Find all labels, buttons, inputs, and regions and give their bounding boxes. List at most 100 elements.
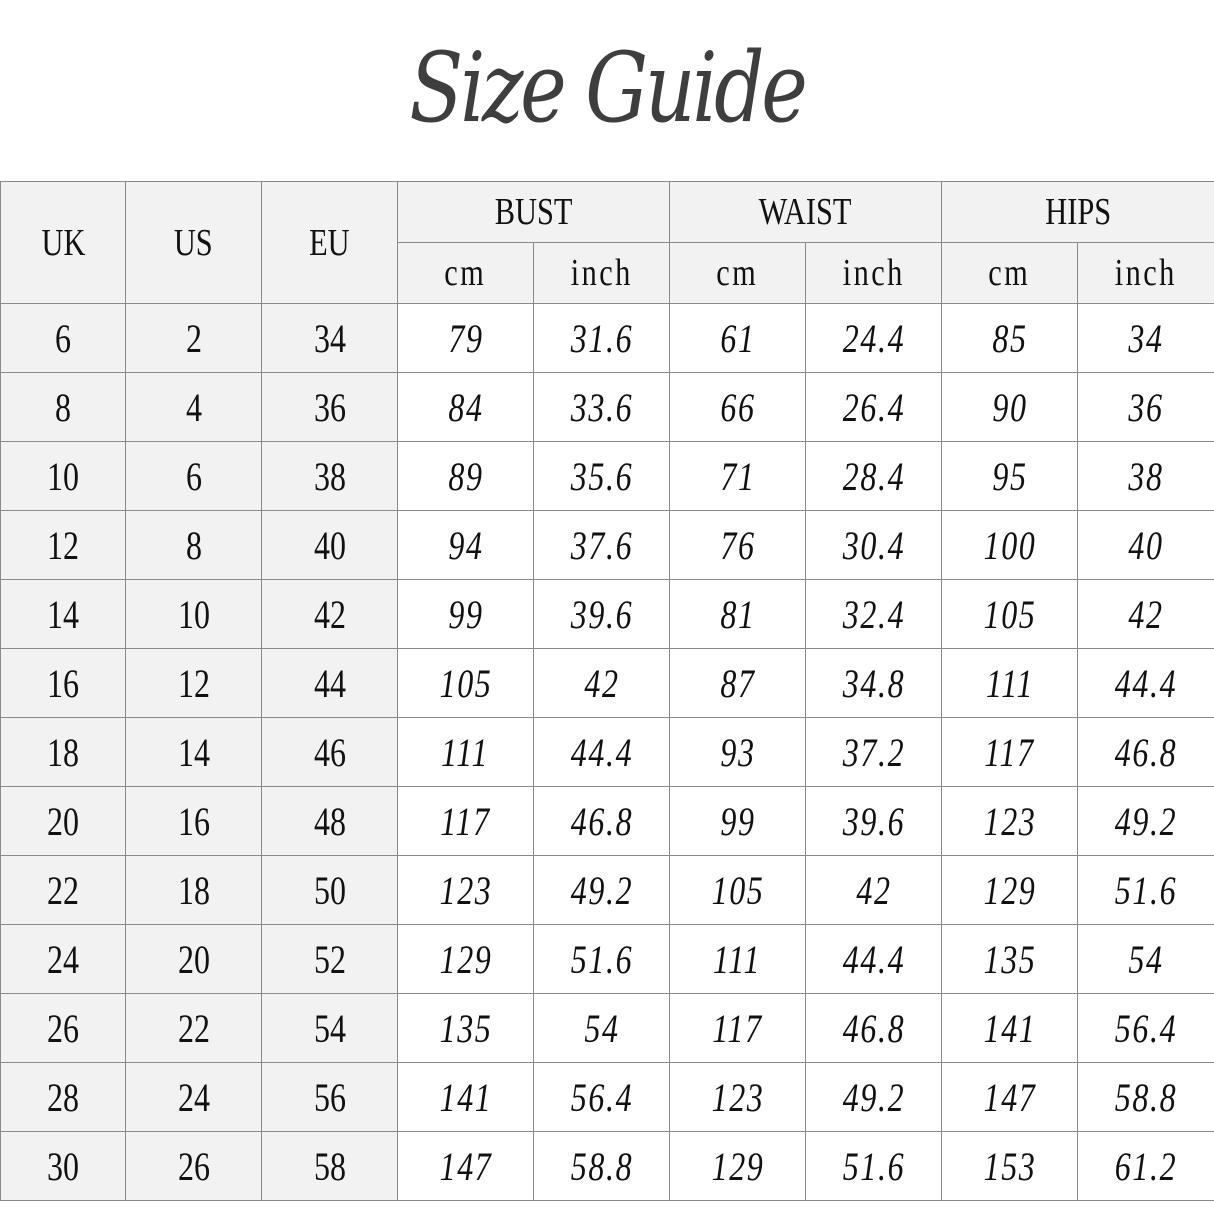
cell-uk: 24	[0, 924, 126, 994]
cell-hips-inch: 36	[1077, 372, 1214, 442]
cell-bust-cm: 129	[397, 924, 534, 994]
cell-bust-cm: 94	[397, 510, 534, 580]
cell-eu: 54	[261, 993, 398, 1063]
cell-bust-cm: 105	[397, 648, 534, 718]
header-hips: HIPS	[941, 181, 1214, 243]
cell-hips-cm: 123	[941, 786, 1079, 856]
cell-us: 10	[125, 579, 262, 649]
cell-waist-cm: 87	[669, 648, 807, 718]
header-hips-cm: cm	[941, 242, 1079, 304]
cell-hips-cm: 117	[941, 717, 1079, 787]
cell-eu: 40	[261, 510, 398, 580]
cell-us: 26	[125, 1131, 262, 1201]
cell-waist-cm: 117	[669, 993, 807, 1063]
cell-bust-inch: 39.6	[532, 579, 671, 649]
cell-hips-cm: 105	[941, 579, 1079, 649]
cell-uk: 22	[0, 855, 126, 925]
cell-uk: 6	[0, 303, 126, 373]
cell-bust-cm: 117	[397, 786, 534, 856]
cell-hips-inch: 58.8	[1077, 1062, 1214, 1132]
header-uk: UK	[0, 181, 126, 304]
header-us: US	[125, 181, 262, 304]
cell-bust-inch: 54	[532, 993, 671, 1063]
table-row: 26 22 54 135 54 117 46.8 141 56.4	[0, 993, 1214, 1063]
cell-eu: 50	[261, 855, 398, 925]
cell-waist-cm: 81	[669, 579, 807, 649]
cell-hips-cm: 147	[941, 1062, 1079, 1132]
cell-hips-cm: 95	[941, 441, 1079, 511]
cell-us: 18	[125, 855, 262, 925]
cell-hips-inch: 34	[1077, 303, 1214, 373]
cell-us: 4	[125, 372, 262, 442]
cell-us: 8	[125, 510, 262, 580]
cell-eu: 46	[261, 717, 398, 787]
cell-hips-inch: 42	[1077, 579, 1214, 649]
cell-uk: 10	[0, 441, 126, 511]
cell-bust-cm: 123	[397, 855, 534, 925]
cell-us: 6	[125, 441, 262, 511]
cell-hips-cm: 129	[941, 855, 1079, 925]
table-row: 30 26 58 147 58.8 129 51.6 153 61.2	[0, 1131, 1214, 1201]
cell-uk: 28	[0, 1062, 126, 1132]
cell-hips-cm: 141	[941, 993, 1079, 1063]
header-row-units: cm inch cm inch cm inch	[1, 242, 1214, 304]
cell-bust-inch: 33.6	[532, 372, 671, 442]
cell-hips-cm: 135	[941, 924, 1079, 994]
header-row-groups: UK US EU BUST WAIST HIPS	[0, 181, 1214, 304]
cell-waist-inch: 42	[805, 855, 943, 925]
cell-us: 24	[125, 1062, 262, 1132]
cell-waist-inch: 39.6	[805, 786, 943, 856]
cell-waist-inch: 32.4	[805, 579, 943, 649]
cell-waist-cm: 71	[669, 441, 807, 511]
header-waist: WAIST	[669, 181, 943, 243]
cell-uk: 12	[0, 510, 126, 580]
cell-waist-inch: 26.4	[805, 372, 943, 442]
cell-waist-cm: 129	[669, 1131, 807, 1201]
header-bust: BUST	[396, 181, 671, 243]
table-row: 12 8 40 94 37.6 76 30.4 100 40	[0, 510, 1214, 580]
cell-bust-inch: 58.8	[532, 1131, 671, 1201]
cell-eu: 52	[261, 924, 398, 994]
cell-bust-cm: 84	[397, 372, 534, 442]
cell-waist-cm: 111	[669, 924, 807, 994]
cell-waist-cm: 61	[669, 303, 807, 373]
cell-eu: 38	[261, 441, 398, 511]
cell-uk: 20	[0, 786, 126, 856]
cell-uk: 18	[0, 717, 126, 787]
cell-hips-cm: 100	[941, 510, 1079, 580]
table-row: 22 18 50 123 49.2 105 42 129 51.6	[0, 855, 1214, 925]
cell-eu: 56	[261, 1062, 398, 1132]
cell-bust-inch: 31.6	[532, 303, 671, 373]
header-eu: EU	[261, 181, 398, 304]
cell-bust-inch: 35.6	[532, 441, 671, 511]
table-body: 6 2 34 79 31.6 61 24.4 85 34 8 4 36 84 33.6 66 26.4 90 36…	[0, 303, 1214, 1201]
cell-waist-inch: 28.4	[805, 441, 943, 511]
table-row: 6 2 34 79 31.6 61 24.4 85 34	[0, 303, 1214, 373]
cell-hips-inch: 46.8	[1077, 717, 1214, 787]
cell-us: 20	[125, 924, 262, 994]
cell-waist-cm: 66	[669, 372, 807, 442]
table-row: 10 6 38 89 35.6 71 28.4 95 38	[0, 441, 1214, 511]
header-waist-inch: inch	[805, 242, 943, 304]
header-bust-inch: inch	[532, 242, 671, 304]
cell-us: 16	[125, 786, 262, 856]
cell-bust-inch: 44.4	[532, 717, 671, 787]
cell-hips-inch: 44.4	[1077, 648, 1214, 718]
cell-waist-inch: 24.4	[805, 303, 943, 373]
cell-uk: 30	[0, 1131, 126, 1201]
table-row: 28 24 56 141 56.4 123 49.2 147 58.8	[0, 1062, 1214, 1132]
cell-bust-inch: 51.6	[532, 924, 671, 994]
cell-bust-cm: 141	[397, 1062, 534, 1132]
cell-waist-inch: 37.2	[805, 717, 943, 787]
cell-waist-inch: 49.2	[805, 1062, 943, 1132]
cell-hips-inch: 54	[1077, 924, 1214, 994]
cell-us: 2	[125, 303, 262, 373]
cell-bust-cm: 135	[397, 993, 534, 1063]
page-title: Size Guide	[409, 32, 807, 144]
header-hips-inch: inch	[1077, 242, 1214, 304]
cell-bust-inch: 42	[532, 648, 671, 718]
cell-bust-inch: 46.8	[532, 786, 671, 856]
cell-waist-inch: 44.4	[805, 924, 943, 994]
cell-bust-cm: 89	[397, 441, 534, 511]
cell-bust-inch: 56.4	[532, 1062, 671, 1132]
